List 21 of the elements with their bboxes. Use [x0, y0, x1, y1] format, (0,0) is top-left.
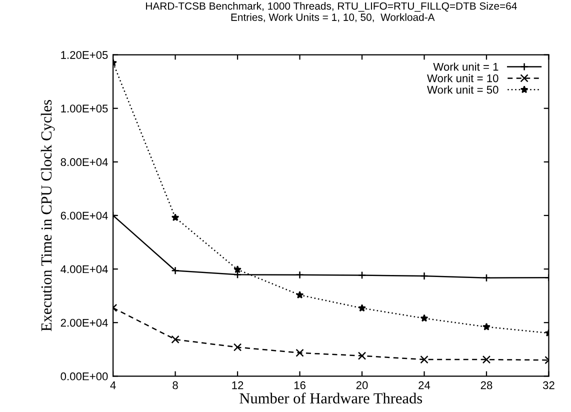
y-tick-label: 6.00E+04 — [60, 212, 108, 220]
x-tick-label: 20 — [356, 381, 368, 390]
chart-title: HARD-TCSB Benchmark, 1000 Threads, RTU_LIFO=RTU_FILLQ=DTB Size=64 Entries, Work Units = 1, 10, 50, Workload-A — [146, 2, 517, 22]
y-tick-label: 4.00E+04 — [60, 265, 108, 274]
x-tick-label: 4 — [110, 381, 116, 390]
x-axis-title: Number of Hardware Threads — [240, 392, 422, 404]
x-tick-label: 32 — [542, 381, 554, 390]
y-tick-label: 1.00E+05 — [61, 104, 108, 112]
y-tick-label: 2.00E+04 — [60, 318, 108, 327]
y-tick-label: 0.00E+00 — [60, 372, 108, 380]
y-tick-label: 1.20E+05 — [61, 51, 108, 59]
y-tick-label: 8.00E+04 — [60, 158, 108, 166]
x-tick-label: 8 — [172, 381, 178, 390]
legend-label: Work unit = 1 — [433, 62, 498, 71]
y-axis-title: Execution Time in CPU Clock Cycles — [40, 100, 55, 332]
x-tick-label: 28 — [480, 381, 492, 390]
x-tick-label: 16 — [294, 381, 306, 390]
x-tick-label: 12 — [232, 381, 244, 390]
legend-label: Work unit = 50 — [427, 86, 498, 94]
x-tick-label: 24 — [418, 381, 430, 390]
legend-label: Work unit = 10 — [427, 74, 498, 82]
